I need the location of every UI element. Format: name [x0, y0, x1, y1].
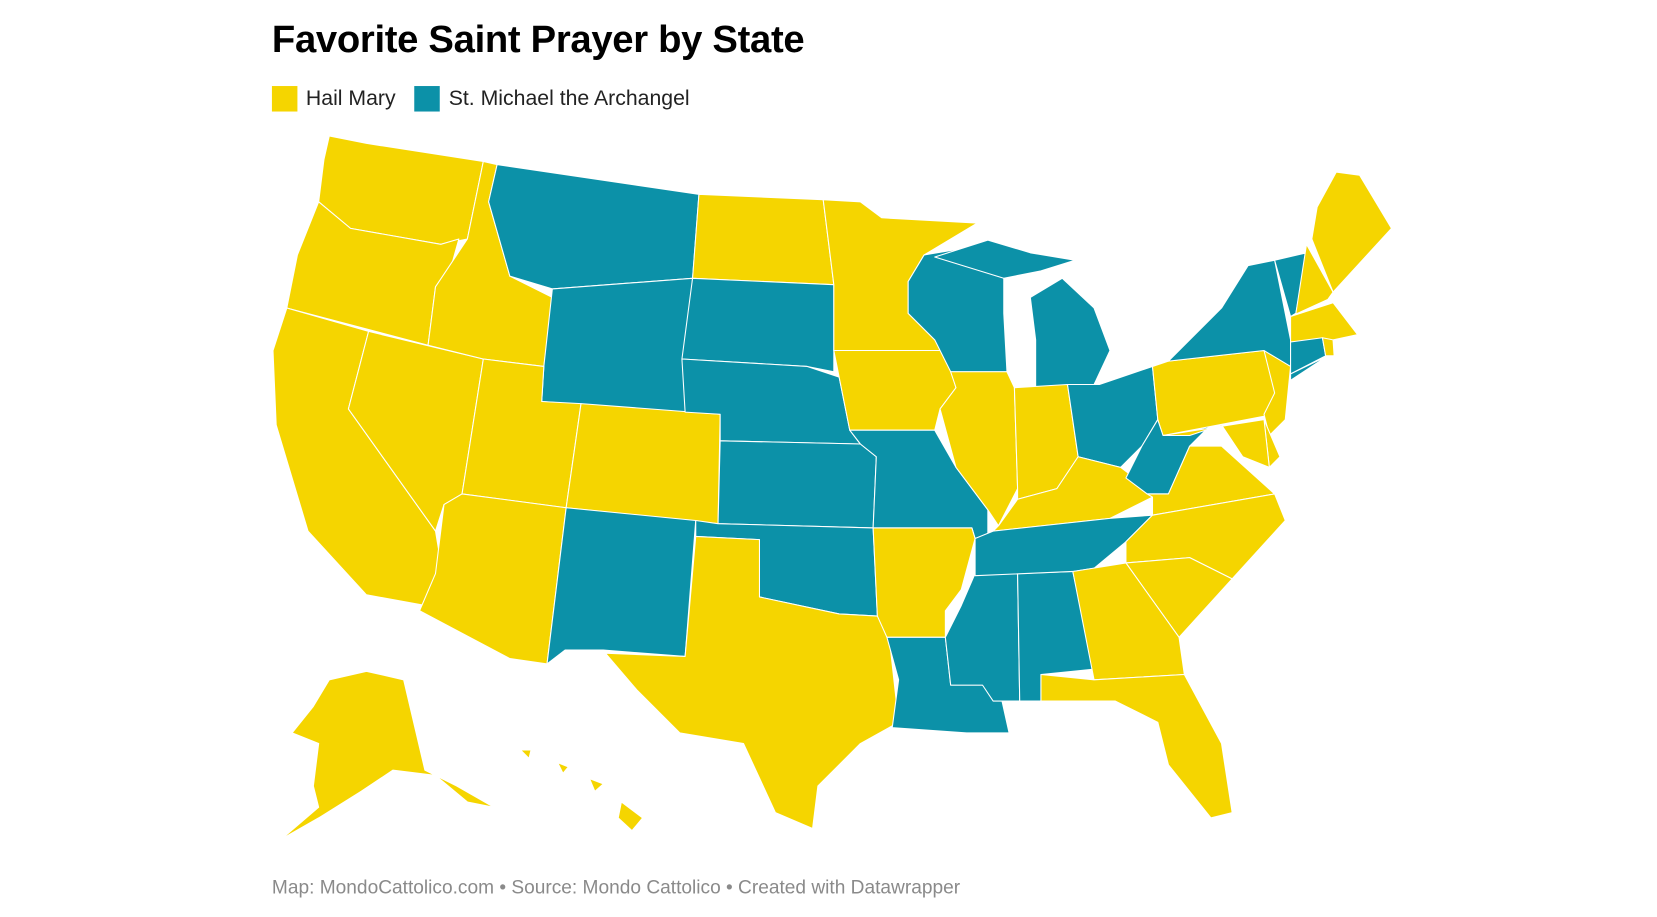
state-shape[interactable]: [588, 778, 604, 792]
state-nh[interactable]: [1290, 243, 1334, 318]
state-shape[interactable]: [1290, 302, 1359, 343]
state-shape[interactable]: [419, 493, 567, 665]
legend-item-st-michael: St. Michael the Archangel: [414, 86, 690, 112]
state-shape[interactable]: [519, 749, 532, 759]
state-shape[interactable]: [604, 535, 900, 830]
state-me[interactable]: [1311, 171, 1393, 293]
state-hi[interactable]: [519, 749, 644, 832]
state-ak[interactable]: [280, 670, 495, 840]
state-shape[interactable]: [565, 403, 721, 525]
state-sd[interactable]: [681, 277, 835, 373]
footer-credits: Map: MondoCattolico.com • Source: Mondo …: [271, 876, 961, 898]
state-shape[interactable]: [1162, 419, 1270, 468]
legend-swatch-hail-mary: [271, 86, 298, 112]
state-shape[interactable]: [557, 762, 569, 774]
legend-label: Hail Mary: [305, 86, 396, 110]
state-shape[interactable]: [681, 277, 835, 373]
state-shape[interactable]: [617, 801, 644, 832]
state-shape[interactable]: [934, 239, 1076, 279]
state-shape[interactable]: [1146, 445, 1276, 516]
state-ia[interactable]: [833, 349, 957, 431]
state-shape[interactable]: [546, 507, 697, 665]
state-ri[interactable]: [1321, 337, 1335, 357]
state-shape[interactable]: [1311, 171, 1393, 293]
state-shape[interactable]: [939, 371, 1019, 527]
state-shape[interactable]: [1321, 337, 1335, 357]
state-il[interactable]: [939, 371, 1019, 527]
state-shape[interactable]: [907, 243, 1008, 373]
state-ks[interactable]: [717, 440, 877, 529]
state-shape[interactable]: [692, 193, 835, 286]
state-shape[interactable]: [1290, 243, 1334, 318]
state-shape[interactable]: [1040, 673, 1233, 819]
state-az[interactable]: [419, 493, 567, 665]
state-shape[interactable]: [833, 349, 957, 431]
state-shape[interactable]: [488, 164, 700, 290]
legend-label: St. Michael the Archangel: [448, 86, 690, 110]
state-va[interactable]: [1146, 445, 1276, 516]
state-co[interactable]: [565, 403, 721, 525]
legend-item-hail-mary: Hail Mary: [271, 86, 396, 112]
state-shape[interactable]: [717, 440, 877, 529]
legend-swatch-st-michael: [414, 86, 441, 112]
state-ar[interactable]: [872, 527, 976, 638]
state-ny[interactable]: [1167, 259, 1329, 381]
state-md[interactable]: [1162, 419, 1270, 468]
state-shape[interactable]: [280, 670, 495, 840]
state-fl[interactable]: [1040, 673, 1233, 819]
state-mt[interactable]: [488, 164, 700, 290]
legend: Hail Mary St. Michael the Archangel: [271, 86, 690, 112]
state-mi[interactable]: [934, 239, 1111, 389]
state-shape[interactable]: [541, 277, 694, 413]
state-ma[interactable]: [1290, 302, 1359, 343]
state-shape[interactable]: [1072, 562, 1185, 681]
state-wi[interactable]: [907, 243, 1008, 373]
state-nd[interactable]: [692, 193, 835, 286]
state-tx[interactable]: [604, 535, 900, 830]
state-ga[interactable]: [1072, 562, 1185, 681]
state-shape[interactable]: [872, 527, 976, 638]
state-shape[interactable]: [1029, 277, 1111, 389]
state-nm[interactable]: [546, 507, 697, 665]
map-title: Favorite Saint Prayer by State: [271, 16, 805, 61]
state-wy[interactable]: [541, 277, 694, 413]
